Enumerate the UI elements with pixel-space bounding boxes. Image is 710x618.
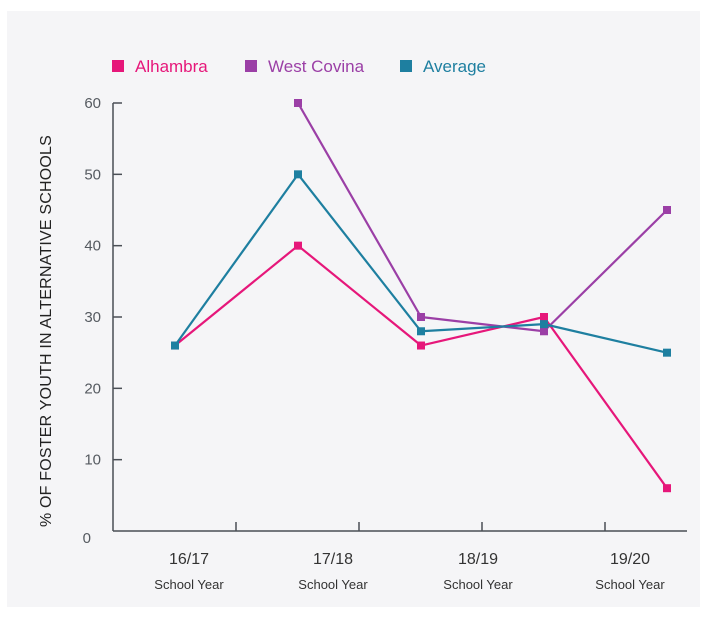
series-layer (171, 99, 671, 493)
data-point-west-covina (417, 313, 425, 321)
y-tick-label: 30 (84, 309, 101, 326)
legend-item-average: Average (400, 57, 486, 76)
chart-card: Alhambra West Covina Average % OF FOSTER Y… (7, 11, 700, 607)
series-west-covina (294, 99, 671, 336)
data-point-west-covina (540, 327, 548, 336)
legend: Alhambra West Covina Average (112, 57, 486, 76)
x-category-sublabel: School Year (443, 577, 513, 592)
axes: 0 10 20 30 40 50 60 16/17 School Year 17/18 School… (83, 95, 687, 592)
data-point-average (417, 327, 425, 336)
series-average (171, 170, 671, 357)
x-category-label: 16/17 (169, 551, 209, 568)
data-point-alhambra (540, 313, 548, 321)
data-point-average (663, 348, 671, 357)
x-category-label: 19/20 (610, 551, 650, 568)
series-line-west-covina (297, 102, 668, 333)
legend-label: West Covina (268, 57, 365, 76)
x-category-sublabel: School Year (595, 577, 665, 592)
legend-swatch (400, 60, 412, 72)
data-point-west-covina (294, 99, 302, 107)
x-category-label: 18/19 (458, 551, 498, 568)
line-chart: Alhambra West Covina Average % OF FOSTER Y… (38, 57, 687, 592)
data-point-alhambra (663, 484, 671, 493)
legend-label: Alhambra (135, 57, 208, 76)
data-point-alhambra (294, 241, 302, 250)
data-point-average (294, 170, 302, 179)
legend-swatch (245, 60, 257, 72)
data-point-average (540, 320, 548, 329)
data-point-alhambra (417, 341, 425, 350)
legend-label: Average (423, 57, 486, 76)
y-tick-label: 50 (84, 166, 101, 183)
y-tick-label: 0 (83, 530, 91, 547)
data-point-average (171, 341, 179, 350)
data-point-west-covina (663, 206, 671, 214)
y-axis-title: % OF FOSTER YOUTH IN ALTERNATIVE SCHOOLS (38, 135, 55, 527)
series-line-average (174, 173, 668, 354)
y-tick-label: 40 (84, 238, 101, 255)
legend-swatch (112, 60, 124, 72)
x-category-sublabel: School Year (298, 577, 368, 592)
y-tick-label: 20 (84, 380, 101, 397)
y-tick-label: 60 (84, 95, 101, 112)
x-category-sublabel: School Year (154, 577, 224, 592)
y-tick-label: 10 (84, 452, 101, 469)
legend-item-alhambra: Alhambra (112, 57, 208, 76)
x-category-label: 17/18 (313, 551, 353, 568)
legend-item-west-covina: West Covina (245, 57, 365, 76)
